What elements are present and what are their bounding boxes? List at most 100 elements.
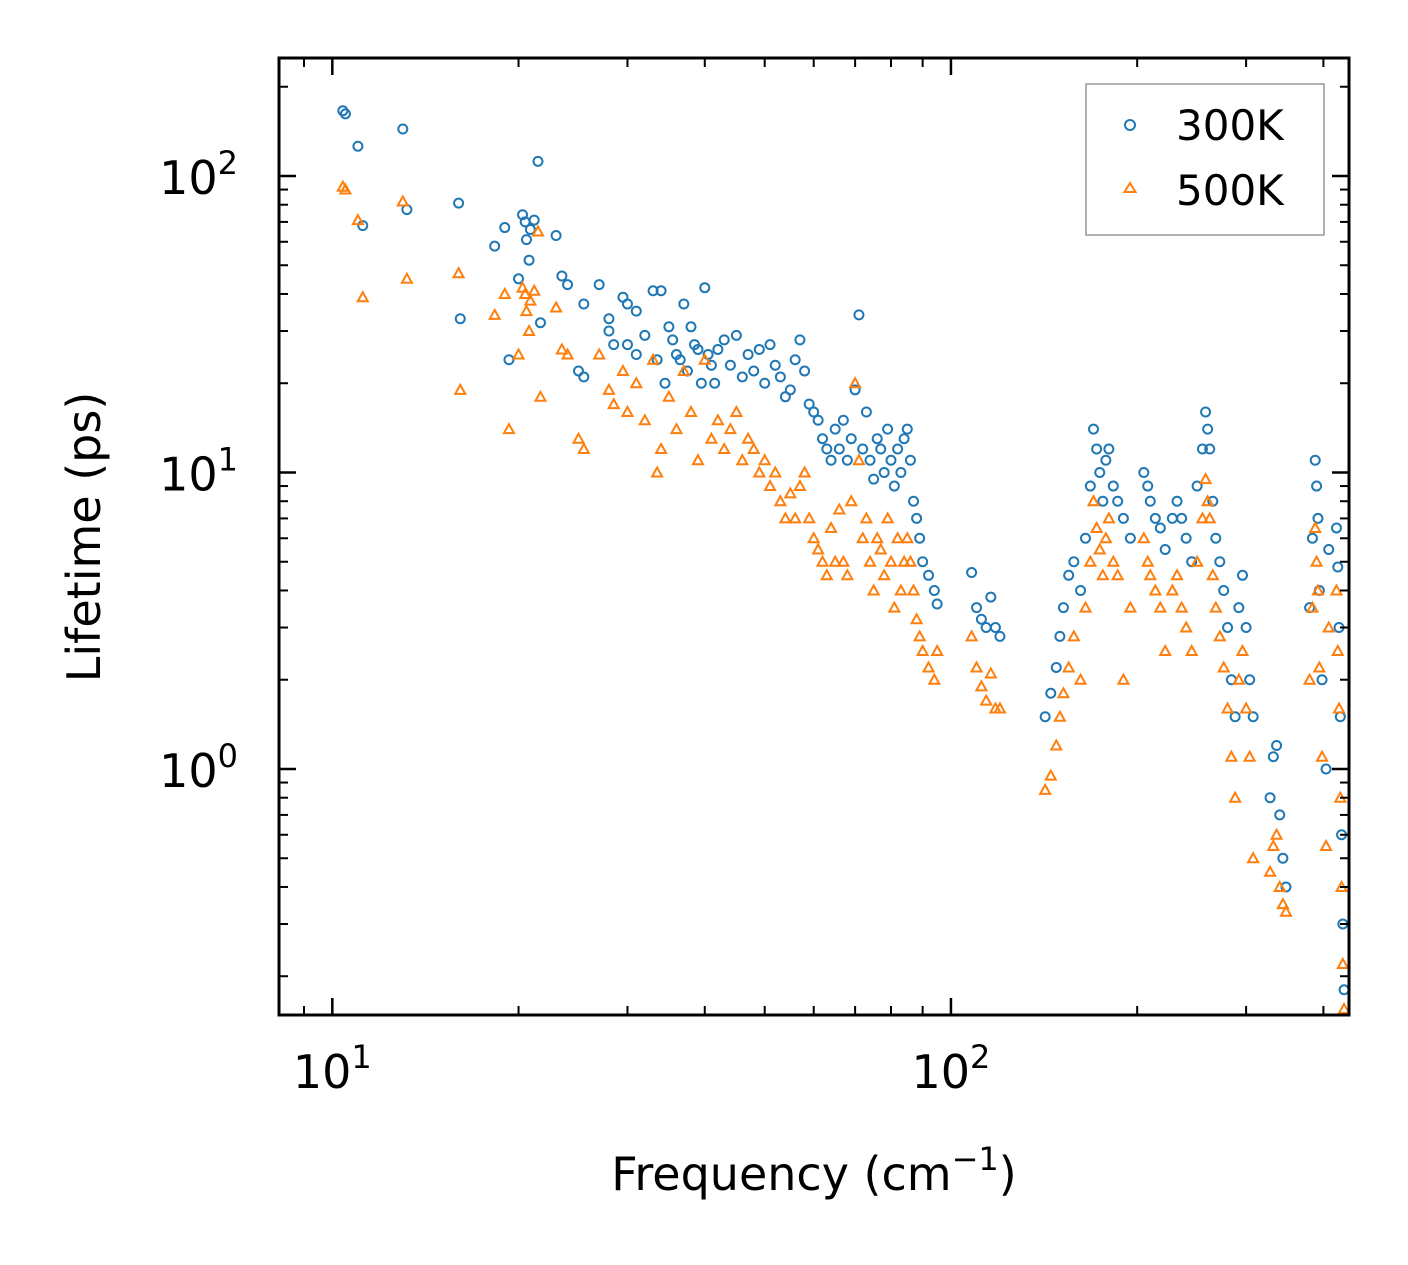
point-500k-61 [811, 542, 825, 555]
point-500k-67 [836, 554, 851, 567]
point-500k-164 [1329, 583, 1344, 596]
point-500k-68 [840, 568, 855, 581]
point-500k-116 [1102, 511, 1116, 524]
point-300k-145 [1196, 443, 1208, 455]
point-300k-16 [524, 223, 536, 235]
point-300k-90 [878, 466, 890, 478]
point-500k-45 [729, 404, 744, 417]
point-500k-85 [900, 531, 914, 544]
point-300k-26 [593, 279, 605, 291]
point-300k-28 [603, 325, 615, 337]
point-500k-1 [338, 182, 353, 195]
point-500k-138 [1209, 600, 1223, 613]
point-300k-162 [1267, 751, 1279, 763]
point-500k-122 [1141, 554, 1155, 567]
point-500k-50 [758, 453, 772, 466]
point-500k-84 [897, 554, 911, 567]
point-300k-57 [730, 329, 742, 341]
point-300k-2 [352, 140, 364, 152]
point-300k-115 [1050, 661, 1062, 673]
point-500k-134 [1198, 472, 1213, 485]
point-500k-23 [571, 431, 586, 444]
point-300k-99 [908, 495, 920, 507]
point-500k-124 [1148, 583, 1163, 596]
point-500k-78 [877, 568, 891, 581]
point-300k-136 [1149, 512, 1161, 524]
point-500k-130 [1179, 620, 1193, 633]
point-300k-101 [914, 532, 926, 544]
point-500k-139 [1213, 629, 1227, 642]
point-300k-74 [817, 433, 829, 445]
point-300k-1 [339, 108, 351, 120]
point-500k-147 [1242, 749, 1257, 762]
point-300k-77 [829, 423, 841, 435]
point-500k-140 [1217, 660, 1231, 673]
legend-label-300k: 300K [1176, 101, 1285, 150]
point-300k-27 [603, 313, 615, 325]
point-300k-111 [989, 622, 1001, 634]
point-500k-153 [1276, 897, 1290, 910]
point-300k-157 [1236, 569, 1248, 581]
point-300k-173 [1316, 674, 1328, 686]
x-tick-label-10: 101 [293, 1038, 372, 1099]
point-500k-36 [669, 422, 684, 435]
point-500k-88 [909, 612, 924, 625]
point-500k-159 [1311, 583, 1325, 596]
point-500k-53 [773, 494, 788, 507]
point-500k-90 [915, 643, 930, 656]
point-500k-145 [1235, 643, 1250, 656]
point-500k-11 [511, 347, 526, 360]
axis-ticks [279, 58, 1349, 1015]
point-500k-24 [577, 441, 591, 455]
point-500k-137 [1206, 568, 1220, 581]
series-500k [336, 179, 1351, 1015]
point-300k-118 [1063, 569, 1075, 581]
point-500k-42 [711, 413, 725, 426]
point-300k-97 [901, 423, 913, 435]
point-300k-31 [621, 298, 633, 310]
point-500k-117 [1106, 554, 1120, 567]
point-500k-17 [527, 283, 541, 296]
point-500k-60 [807, 531, 821, 544]
point-500k-82 [890, 531, 905, 544]
point-300k-80 [841, 454, 853, 466]
point-500k-15 [522, 323, 536, 337]
point-500k-161 [1315, 749, 1329, 762]
point-300k-155 [1229, 711, 1241, 723]
point-500k-170 [1337, 1001, 1351, 1015]
point-300k-128 [1103, 443, 1115, 455]
point-300k-82 [849, 384, 861, 396]
point-500k-93 [930, 643, 944, 656]
point-500k-166 [1332, 701, 1346, 714]
point-300k-41 [667, 334, 679, 346]
point-300k-58 [736, 371, 748, 383]
point-500k-158 [1309, 554, 1324, 567]
point-500k-59 [802, 511, 816, 524]
point-500k-29 [620, 404, 635, 417]
legend-marker-300k [1124, 119, 1136, 131]
point-300k-112 [994, 630, 1006, 642]
point-300k-60 [748, 365, 760, 377]
y-tick-label-1: 100 [159, 737, 238, 798]
point-300k-152 [1218, 584, 1230, 596]
y-axis-label: Lifetime (ps) [57, 392, 111, 683]
point-300k-89 [875, 443, 887, 455]
point-300k-54 [712, 343, 724, 355]
point-300k-108 [975, 613, 987, 625]
point-500k-19 [533, 389, 548, 402]
point-500k-38 [684, 404, 698, 417]
point-300k-144 [1191, 480, 1203, 492]
point-300k-33 [630, 305, 642, 317]
point-300k-159 [1244, 674, 1256, 686]
scatter-points [336, 105, 1351, 1015]
point-300k-134 [1142, 480, 1154, 492]
point-300k-32 [621, 339, 633, 351]
point-300k-73 [812, 414, 824, 426]
point-300k-71 [803, 398, 815, 410]
point-500k-101 [1038, 782, 1052, 795]
point-300k-78 [833, 443, 845, 455]
point-300k-46 [685, 321, 697, 333]
point-500k-150 [1266, 838, 1281, 851]
point-500k-157 [1308, 520, 1322, 533]
point-500k-143 [1228, 790, 1242, 803]
